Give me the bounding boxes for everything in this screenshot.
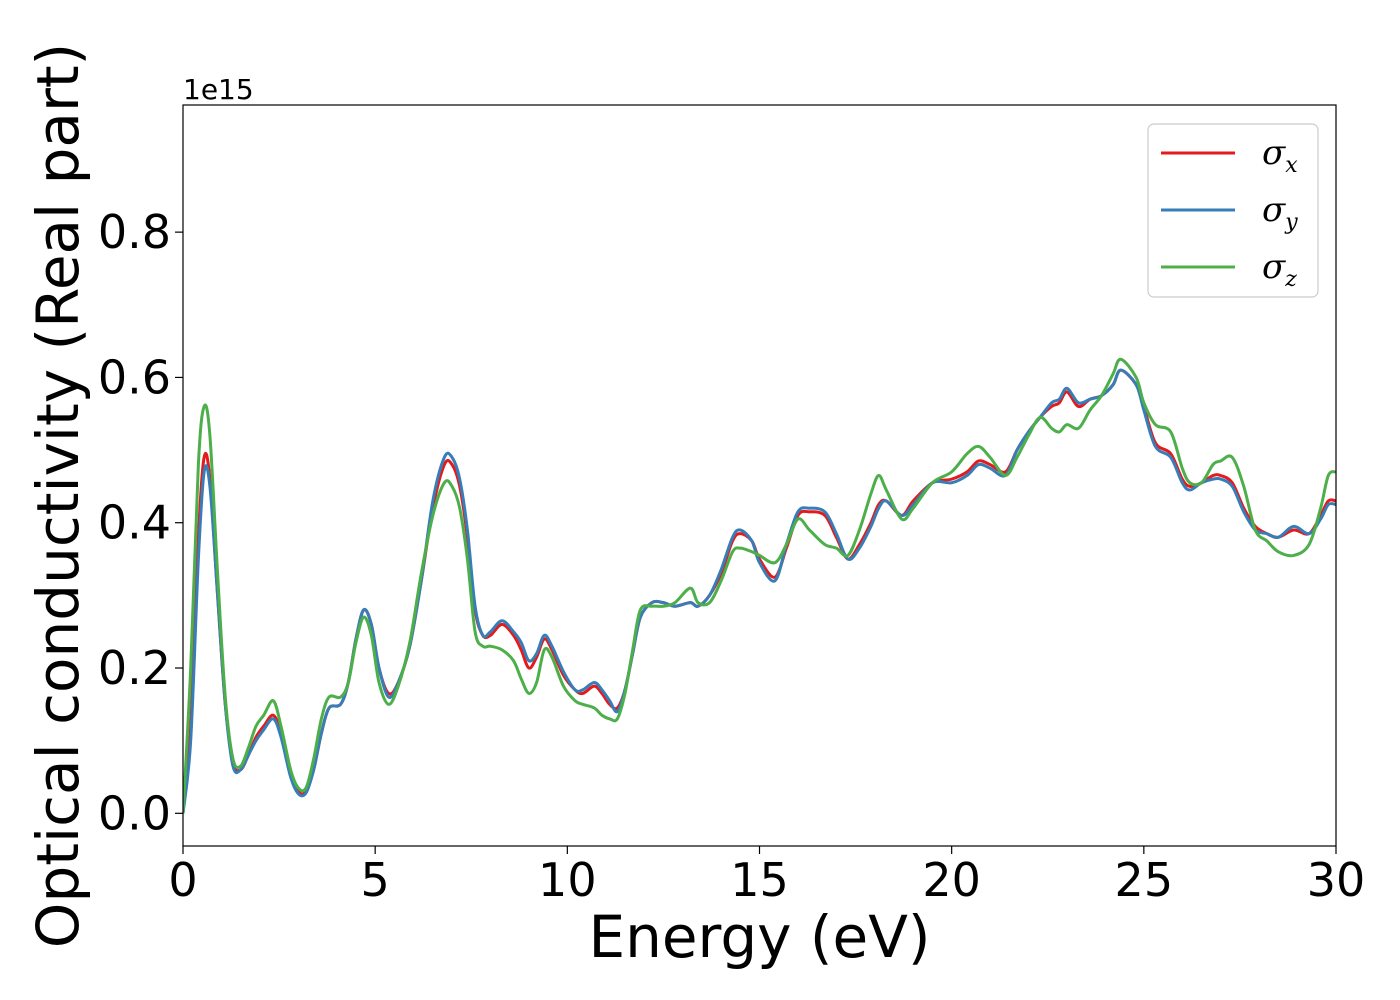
y-axis-title: Optical conductivity (Real part): [24, 43, 92, 948]
y-tick-label: 0.0: [98, 786, 171, 840]
y-axis: 0.0 0.2 0.4 0.6 0.8: [98, 205, 183, 840]
y-tick-label: 0.8: [98, 205, 171, 259]
series-layer: [183, 357, 1336, 814]
x-tick-label: 5: [361, 853, 390, 907]
legend: σx σy σz: [1147, 123, 1319, 298]
y-tick-label: 0.2: [98, 641, 171, 695]
x-tick-label: 10: [538, 853, 597, 907]
x-tick-label: 15: [730, 853, 789, 907]
y-offset-label: 1e15: [183, 73, 254, 106]
legend-label-y: σy: [1262, 190, 1298, 235]
y-tick-label: 0.6: [98, 350, 171, 404]
x-tick-label: 0: [168, 853, 197, 907]
y-tick-label: 0.4: [98, 496, 171, 550]
x-tick-label: 30: [1307, 853, 1366, 907]
series-line-z: [183, 357, 1336, 814]
series-line-y: [183, 368, 1336, 814]
x-axis: 0 5 10 15 20 25 30: [168, 846, 1365, 907]
legend-label-z: σz: [1262, 247, 1297, 292]
x-axis-title: Energy (eV): [588, 903, 930, 971]
series-line-x: [183, 368, 1336, 814]
x-tick-label: 20: [922, 853, 981, 907]
x-tick-label: 25: [1115, 853, 1174, 907]
legend-label-x: σx: [1262, 133, 1298, 178]
